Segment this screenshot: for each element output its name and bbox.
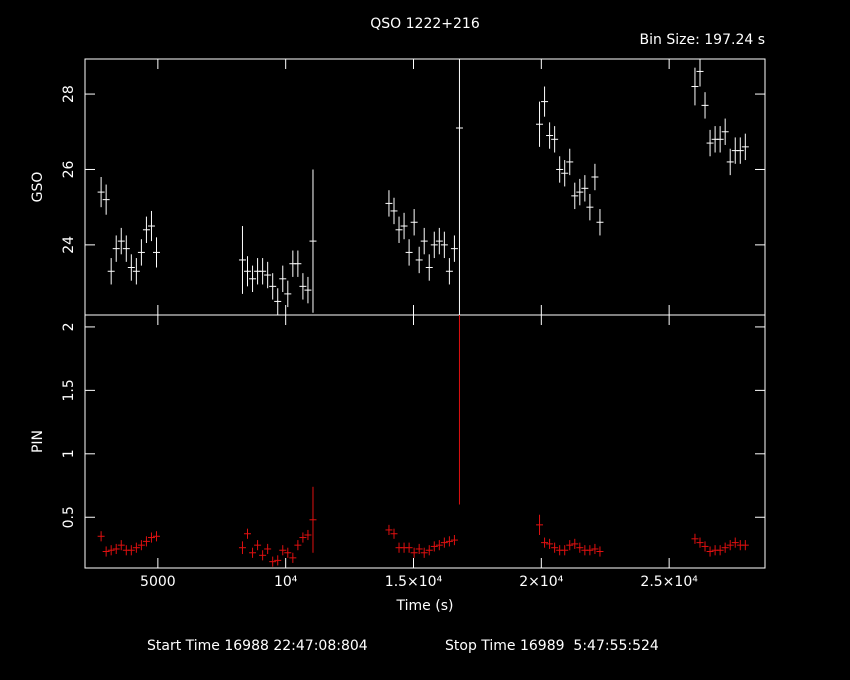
series: [97, 59, 749, 315]
stop-time: Stop Time 16989 5:47:55:524: [445, 638, 659, 654]
y-tick-label: 0.5: [61, 506, 77, 528]
bin-size: Bin Size: 197.24 s: [640, 32, 765, 48]
x-axis-label: Time (s): [396, 598, 454, 614]
x-tick-label: 10⁴: [274, 574, 298, 590]
chart-title: QSO 1222+216: [370, 16, 480, 32]
x-tick-label: 2.5×10⁴: [640, 574, 698, 590]
start-time: Start Time 16988 22:47:08:804: [147, 638, 368, 654]
y-tick-label: 1.5: [61, 379, 77, 401]
y-axis-label: GSO: [30, 172, 46, 203]
y-tick-label: 28: [61, 85, 77, 103]
x-tick-label: 5000: [140, 574, 176, 590]
series: [97, 315, 749, 567]
panel-frame: [84, 58, 766, 316]
panel-frame: [84, 314, 766, 569]
y-tick-label: 26: [61, 160, 77, 178]
x-tick-label: 1.5×10⁴: [385, 574, 443, 590]
x-tick-label: 2×10⁴: [519, 574, 563, 590]
y-tick-label: 2: [61, 322, 77, 331]
y-tick-label: 24: [61, 236, 77, 254]
y-tick-label: 1: [61, 449, 77, 458]
y-axis-label: PIN: [30, 430, 46, 453]
